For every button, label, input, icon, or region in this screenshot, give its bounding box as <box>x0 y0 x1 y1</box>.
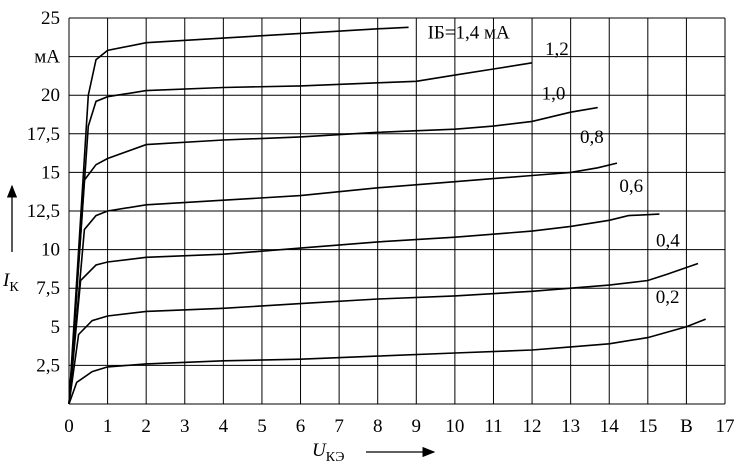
x-tick-label: 1 <box>103 416 113 437</box>
x-tick-label: 12 <box>523 416 542 437</box>
x-tick-label: 2 <box>141 416 151 437</box>
y-label-subscript: К <box>9 280 19 295</box>
curve <box>68 62 533 405</box>
curve <box>68 318 706 405</box>
x-tick-label: 13 <box>561 416 580 437</box>
series-label: 0,6 <box>619 176 643 197</box>
y-tick-label: 2,5 <box>36 355 60 376</box>
x-tick-label: 10 <box>445 416 464 437</box>
y-axis-label: IК <box>2 270 19 295</box>
y-tick-label: 10 <box>41 240 60 261</box>
x-tick-label: 15 <box>638 416 657 437</box>
y-tick-label: мА <box>34 47 60 68</box>
x-tick-label: 8 <box>373 416 383 437</box>
x-tick-label: В <box>680 416 693 437</box>
y-label-symbol: I <box>2 270 11 291</box>
curve <box>68 26 409 405</box>
curve <box>68 262 699 405</box>
x-tick-label: 7 <box>334 416 344 437</box>
y-tick-label: 25 <box>41 8 60 29</box>
y-tick-label: 20 <box>41 85 60 106</box>
curve <box>68 106 598 405</box>
x-axis-label: UКЭ <box>312 440 345 465</box>
x-tick-label: 3 <box>180 416 190 437</box>
series-label: 0,4 <box>656 230 680 251</box>
x-tick-label: 17 <box>716 416 735 437</box>
y-tick-label: 7,5 <box>36 278 60 299</box>
y-tick-label: 5 <box>51 317 61 338</box>
x-tick-label: 11 <box>484 416 502 437</box>
series-label: 0,2 <box>656 287 680 308</box>
y-tick-label: 17,5 <box>27 124 60 145</box>
x-tick-label: 5 <box>257 416 267 437</box>
x-tick-label: 6 <box>296 416 306 437</box>
curve <box>68 213 660 405</box>
series-label: 1,2 <box>545 39 569 60</box>
y-tick-label: 15 <box>41 162 60 183</box>
series-label: IБ=1,4 мА <box>428 22 510 43</box>
series-label: 1,0 <box>542 84 566 105</box>
x-tick-label: 0 <box>64 416 74 437</box>
x-tick-label: 4 <box>219 416 229 437</box>
series-label: 0,8 <box>580 127 604 148</box>
x-tick-label: 9 <box>412 416 422 437</box>
x-tick-label: 14 <box>600 416 620 437</box>
curve <box>68 162 618 405</box>
y-tick-label: 12,5 <box>27 201 60 222</box>
x-label-subscript: КЭ <box>326 450 345 465</box>
x-label-symbol: U <box>312 440 327 461</box>
